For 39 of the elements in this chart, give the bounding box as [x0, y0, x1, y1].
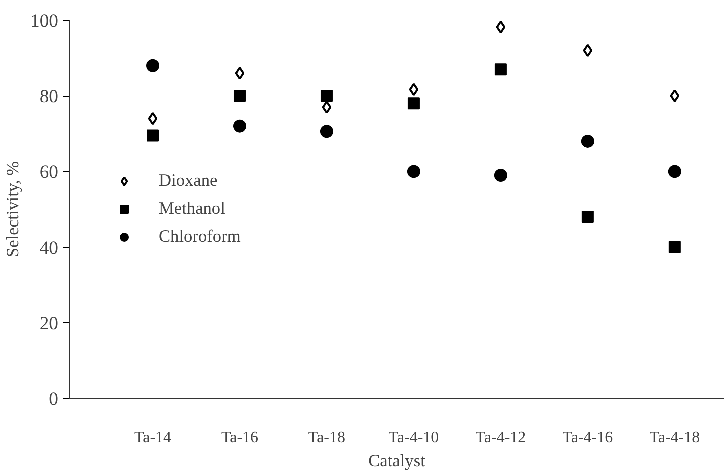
x-tick-label: Ta-18	[308, 430, 346, 446]
point	[670, 90, 680, 103]
x-tick-label: Ta-4-12	[476, 430, 526, 446]
point	[407, 165, 420, 178]
point	[146, 59, 160, 72]
point	[583, 44, 593, 58]
y-tick-label: 100	[30, 11, 58, 32]
x-tick-label: Ta-4-10	[388, 430, 440, 446]
point	[147, 130, 160, 142]
y-tick-label: 0	[49, 389, 58, 410]
point	[235, 66, 245, 80]
point	[494, 64, 507, 76]
x-tick-label: Ta-4-18	[650, 430, 700, 446]
legend-label: Chloroform	[159, 227, 241, 247]
point	[408, 98, 420, 110]
point	[581, 134, 594, 148]
legend-label: Methanol	[159, 199, 226, 219]
point	[668, 165, 682, 178]
point	[233, 120, 246, 133]
point	[322, 100, 332, 114]
x-tick-label: Ta-4-16	[562, 430, 614, 446]
y-tick-label: 80	[40, 86, 58, 108]
point	[494, 168, 508, 182]
point	[668, 241, 681, 254]
x-tick-label: Ta-14	[134, 430, 172, 446]
y-tick-label: 60	[40, 162, 58, 184]
point	[148, 112, 158, 126]
legend-label: Dioxane	[159, 171, 218, 191]
point	[320, 90, 333, 102]
x-tick-label: Ta-16	[221, 430, 259, 446]
point	[409, 83, 419, 96]
point	[234, 90, 246, 102]
y-tick-label: 40	[40, 238, 58, 259]
point	[582, 211, 594, 224]
y-axis-title: Selectivity, %	[4, 161, 23, 258]
point	[320, 125, 334, 138]
y-tick-label: 20	[40, 313, 58, 334]
point	[496, 20, 506, 34]
x-axis-title: Catalyst	[368, 452, 426, 470]
